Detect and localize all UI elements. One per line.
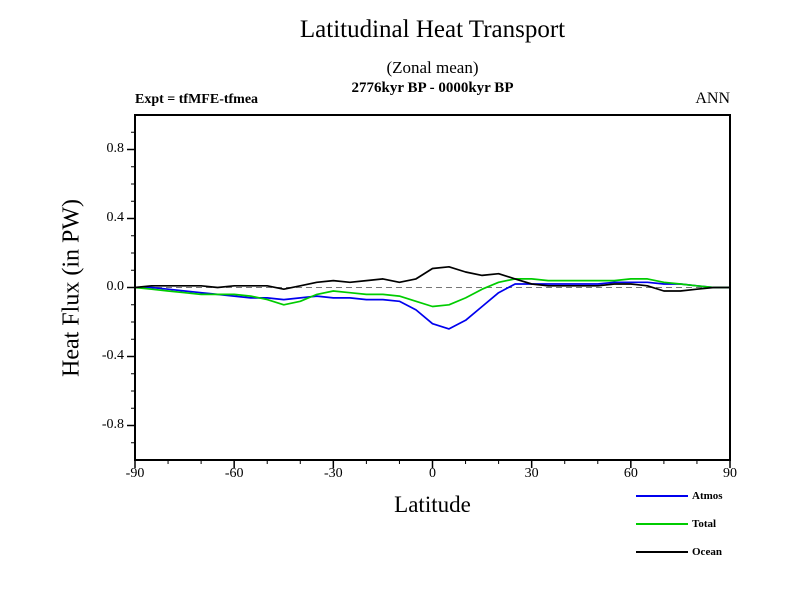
legend: Atmos Total Ocean [636, 482, 723, 566]
y-tick-label: 0.4 [106, 209, 125, 225]
experiment-label: Expt = tfMFE-tfmea [135, 92, 259, 107]
chart-title: Latitudinal Heat Transport [299, 16, 566, 43]
legend-line-ocean [636, 551, 688, 553]
legend-line-atmos [636, 495, 688, 497]
legend-label-ocean: Ocean [692, 546, 722, 558]
season-label: ANN [695, 90, 730, 107]
chart-period: 2776kyr BP - 0000kyr BP [351, 80, 514, 96]
y-tick-label: -0.8 [101, 416, 124, 432]
y-tick-label: 0.0 [106, 278, 125, 294]
x-tick-label: 0 [429, 466, 436, 481]
y-tick-label: -0.4 [101, 347, 124, 363]
y-tick-label: 0.8 [106, 140, 125, 156]
legend-item-ocean: Ocean [636, 538, 723, 566]
legend-label-atmos: Atmos [692, 490, 723, 502]
x-tick-label: 30 [524, 466, 539, 481]
legend-label-total: Total [692, 518, 717, 530]
chart-subtitle: (Zonal mean) [386, 58, 479, 77]
x-tick-label: 60 [623, 466, 638, 481]
x-axis-title: Latitude [394, 492, 471, 517]
legend-item-total: Total [636, 510, 723, 538]
x-tick-label: -90 [125, 466, 145, 481]
x-tick-label: -30 [323, 466, 343, 481]
legend-item-atmos: Atmos [636, 482, 723, 510]
legend-line-total [636, 523, 688, 525]
x-tick-label: 90 [723, 466, 737, 481]
x-tick-label: -60 [224, 466, 244, 481]
